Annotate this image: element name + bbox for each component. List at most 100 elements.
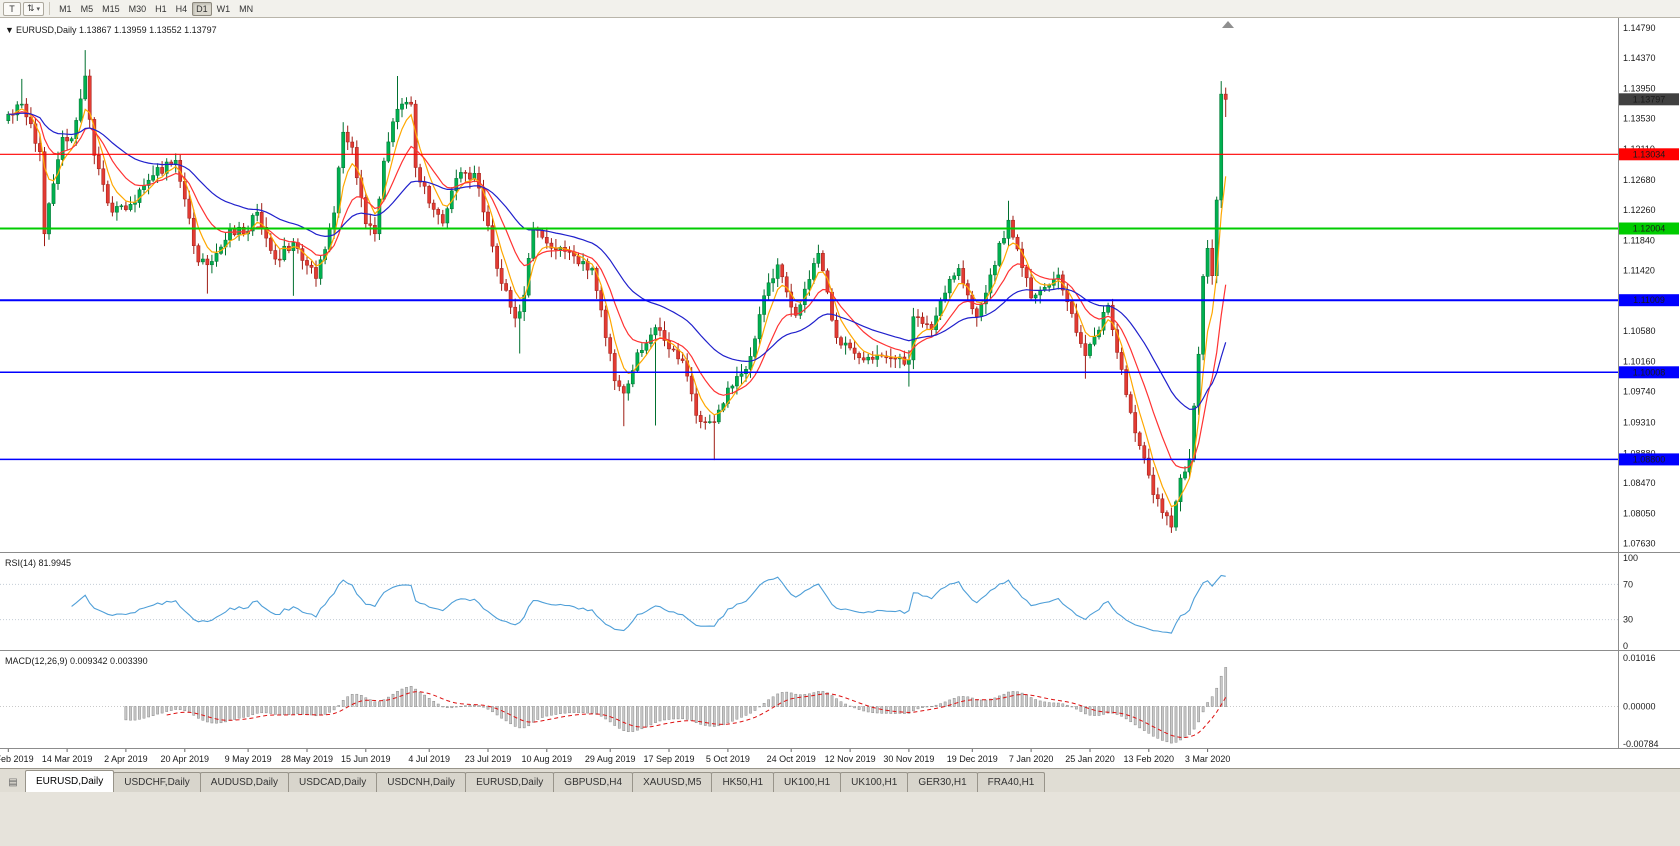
- svg-text:1.12004: 1.12004: [1633, 224, 1666, 234]
- macd-header: MACD(12,26,9) 0.009342 0.003390: [5, 656, 148, 666]
- chart-tab-6-gbpusd-h4[interactable]: GBPUSD,H4: [553, 772, 634, 792]
- svg-text:1.12680: 1.12680: [1623, 175, 1656, 185]
- svg-text:20 Apr 2019: 20 Apr 2019: [161, 754, 210, 764]
- svg-text:24 Oct 2019: 24 Oct 2019: [767, 754, 816, 764]
- timeframe-button-d1[interactable]: D1: [192, 1, 212, 16]
- rsi-axis-labels[interactable]: 100 70 30 0: [1623, 553, 1638, 651]
- svg-text:9 May 2019: 9 May 2019: [225, 754, 272, 764]
- chart-tab-11-ger30-h1[interactable]: GER30,H1: [907, 772, 978, 792]
- svg-text:1.12260: 1.12260: [1623, 205, 1656, 215]
- svg-text:30: 30: [1623, 615, 1633, 625]
- toolbar-button-templates[interactable]: T: [3, 1, 21, 16]
- macd-panel: [0, 667, 1618, 744]
- svg-text:0.00000: 0.00000: [1623, 702, 1656, 712]
- chart-tab-5-eurusd-daily[interactable]: EURUSD,Daily: [465, 772, 555, 792]
- macd-axis-labels[interactable]: 0.01016 0.00000 -0.00784: [1623, 653, 1659, 749]
- chart-tab-9-uk100-h1[interactable]: UK100,H1: [773, 772, 842, 792]
- svg-text:29 Aug 2019: 29 Aug 2019: [585, 754, 636, 764]
- svg-text:1.09740: 1.09740: [1623, 387, 1656, 397]
- svg-text:0.01016: 0.01016: [1623, 653, 1656, 663]
- svg-text:1.13797: 1.13797: [1633, 94, 1666, 104]
- svg-text:25 Jan 2020: 25 Jan 2020: [1065, 754, 1115, 764]
- svg-text:1.13530: 1.13530: [1623, 114, 1656, 124]
- timeframe-button-m30[interactable]: M30: [128, 3, 147, 14]
- chart-region[interactable]: 1.147901.143701.139501.135301.131101.126…: [0, 18, 1680, 768]
- timeframe-button-m15[interactable]: M15: [102, 3, 120, 14]
- svg-text:1.08050: 1.08050: [1623, 508, 1656, 518]
- svg-text:1.10580: 1.10580: [1623, 326, 1656, 336]
- svg-text:15 Jun 2019: 15 Jun 2019: [341, 754, 391, 764]
- ma-fast-line: [8, 108, 1227, 508]
- ohlc-header: EURUSD,Daily 1.13867 1.13959 1.13552 1.1…: [16, 25, 217, 35]
- price-badge-1-10008: 1.10008: [1619, 366, 1679, 379]
- svg-text:4 Jul 2019: 4 Jul 2019: [408, 754, 450, 764]
- svg-text:19 Dec 2019: 19 Dec 2019: [947, 754, 998, 764]
- svg-text:2 Apr 2019: 2 Apr 2019: [104, 754, 148, 764]
- svg-text:3 Mar 2020: 3 Mar 2020: [1185, 754, 1231, 764]
- chart-tab-10-uk100-h1[interactable]: UK100,H1: [840, 772, 909, 792]
- svg-text:1.10160: 1.10160: [1623, 356, 1656, 366]
- chart-shift-marker[interactable]: [1222, 21, 1234, 28]
- chart-tab-4-usdcnh-daily[interactable]: USDCNH,Daily: [376, 772, 467, 792]
- svg-text:7 Jan 2020: 7 Jan 2020: [1009, 754, 1054, 764]
- svg-text:17 Sep 2019: 17 Sep 2019: [643, 754, 694, 764]
- timeframe-button-h1[interactable]: H1: [155, 3, 167, 14]
- svg-text:100: 100: [1623, 553, 1638, 563]
- timeframe-button-mn[interactable]: MN: [239, 3, 254, 14]
- svg-text:1.08800: 1.08800: [1633, 454, 1666, 464]
- price-badge-1-12004: 1.12004: [1619, 222, 1679, 235]
- timeframe-button-w1[interactable]: W1: [216, 3, 231, 14]
- rsi-line: [71, 574, 1226, 634]
- timeframe-button-m1[interactable]: M1: [59, 3, 72, 14]
- chart-tab-0-eurusd-daily[interactable]: EURUSD,Daily: [25, 770, 115, 792]
- time-axis-labels[interactable]: 23 Feb 2019 14 Mar 2019 2 Apr 2019 20 Apr 2…: [0, 749, 1230, 764]
- svg-text:1.08470: 1.08470: [1623, 478, 1656, 488]
- svg-text:1.14790: 1.14790: [1623, 23, 1656, 33]
- svg-text:70: 70: [1623, 579, 1633, 589]
- chart-tab-2-audusd-daily[interactable]: AUDUSD,Daily: [199, 772, 290, 792]
- svg-text:1.13950: 1.13950: [1623, 83, 1656, 93]
- chart-tab-7-xauusd-m5[interactable]: XAUUSD,M5: [632, 772, 713, 792]
- svg-text:1.10008: 1.10008: [1633, 367, 1666, 377]
- svg-text:-0.00784: -0.00784: [1623, 739, 1659, 749]
- chart-tabbar: ▤ EURUSD,Daily USDCHF,Daily AUDUSD,Daily US…: [0, 768, 1680, 792]
- chart-tab-8-hk50-h1[interactable]: HK50,H1: [711, 772, 775, 792]
- chart-tab-12-fra40-h1[interactable]: FRA40,H1: [976, 772, 1046, 792]
- chart-toolbar: T ⇅ ▾ M1 M5 M15 M30 H1 H4 D1 W1 MN: [0, 0, 1680, 18]
- svg-text:10 Aug 2019: 10 Aug 2019: [522, 754, 573, 764]
- chart-tab-3-usdcad-daily[interactable]: USDCAD,Daily: [288, 772, 378, 792]
- chart-background: [0, 18, 1680, 768]
- svg-text:30 Nov 2019: 30 Nov 2019: [883, 754, 934, 764]
- price-badge-1-08800: 1.08800: [1619, 453, 1679, 466]
- svg-text:12 Nov 2019: 12 Nov 2019: [825, 754, 876, 764]
- bottom-filler: [0, 792, 1680, 846]
- objects-icon: ⇅: [27, 3, 35, 13]
- svg-text:23 Jul 2019: 23 Jul 2019: [465, 754, 512, 764]
- rsi-panel: [0, 574, 1618, 634]
- svg-text:5 Oct 2019: 5 Oct 2019: [706, 754, 750, 764]
- svg-text:23 Feb 2019: 23 Feb 2019: [0, 754, 34, 764]
- toolbar-separator: [49, 2, 51, 15]
- toolbar-button-objects[interactable]: ⇅ ▾: [23, 1, 45, 16]
- charts-list-icon[interactable]: ▤: [8, 777, 18, 788]
- ohlc-collapse-icon[interactable]: ▼: [5, 25, 14, 35]
- svg-text:14 Mar 2019: 14 Mar 2019: [42, 754, 93, 764]
- svg-text:1.11009: 1.11009: [1633, 295, 1665, 305]
- timeframe-button-m5[interactable]: M5: [80, 3, 94, 14]
- price-badge-1-13034: 1.13034: [1619, 148, 1679, 161]
- ma-slow-line: [8, 112, 1227, 410]
- price-axis-labels[interactable]: 1.147901.143701.139501.135301.131101.126…: [1623, 23, 1656, 549]
- svg-text:1.07630: 1.07630: [1623, 539, 1656, 549]
- svg-text:1.11840: 1.11840: [1623, 235, 1655, 245]
- svg-text:28 May 2019: 28 May 2019: [281, 754, 333, 764]
- rsi-header: RSI(14) 81.9945: [5, 558, 71, 568]
- svg-text:0: 0: [1623, 641, 1628, 651]
- timeframe-button-h4[interactable]: H4: [175, 3, 188, 14]
- chart-tab-1-usdchf-daily[interactable]: USDCHF,Daily: [113, 772, 201, 792]
- svg-text:1.13034: 1.13034: [1633, 149, 1666, 159]
- svg-text:13 Feb 2020: 13 Feb 2020: [1124, 754, 1175, 764]
- price-badge-1-11009: 1.11009: [1619, 294, 1679, 307]
- svg-text:1.09310: 1.09310: [1623, 418, 1656, 428]
- timeframe-buttons: M1 M5 M15 M30 H1 H4 D1 W1 MN: [55, 1, 257, 16]
- macd-histogram: [124, 667, 1228, 744]
